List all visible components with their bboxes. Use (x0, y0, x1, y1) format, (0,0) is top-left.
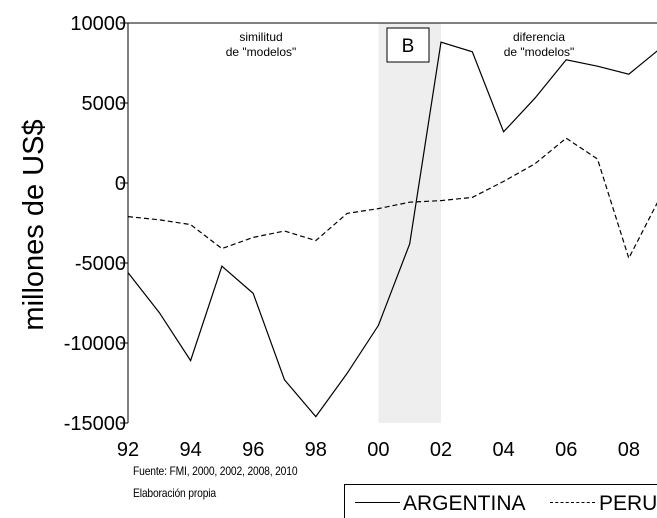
x-tick-label: 94 (179, 439, 201, 461)
annotation-diferencia: diferencia (513, 30, 565, 44)
y-tick-label: -15000 (64, 413, 126, 435)
y-tick-label: 5000 (82, 93, 127, 115)
source-note: Fuente: FMI, 2000, 2002, 2008, 2010 (133, 464, 298, 478)
x-tick-label: 96 (242, 439, 264, 461)
annotation-diferencia: de "modelos" (504, 45, 575, 59)
annotation-similitud: de "modelos" (226, 45, 297, 59)
author-note: Elaboración propia (133, 486, 216, 500)
x-tick-label: 92 (117, 439, 139, 461)
x-tick-label: 08 (618, 439, 640, 461)
legend: ARGENTINA PERU (344, 484, 657, 518)
legend-swatch-peru (550, 502, 595, 503)
series-line-peru (127, 137, 657, 260)
y-axis-label: millones de US$ (18, 119, 50, 330)
shaded-period (378, 23, 442, 423)
y-tick-label: -10000 (64, 333, 126, 355)
y-tick-label: 10000 (70, 13, 126, 35)
x-tick-label: 98 (305, 439, 327, 461)
panel-label-box (386, 27, 430, 63)
annotation-similitud: similitud (239, 30, 282, 44)
legend-label-argentina: ARGENTINA (403, 492, 526, 515)
series-line-argentina (127, 41, 657, 418)
x-tick-label: 02 (430, 439, 452, 461)
panel-label: B (402, 36, 415, 57)
legend-swatch-argentina (355, 502, 400, 503)
y-tick-label: 0 (115, 173, 126, 195)
x-tick-label: 00 (367, 439, 389, 461)
x-tick-label: 06 (555, 439, 577, 461)
y-tick-label: -5000 (75, 253, 126, 275)
x-tick-label: 04 (492, 439, 514, 461)
legend-label-peru: PERU (599, 492, 657, 515)
